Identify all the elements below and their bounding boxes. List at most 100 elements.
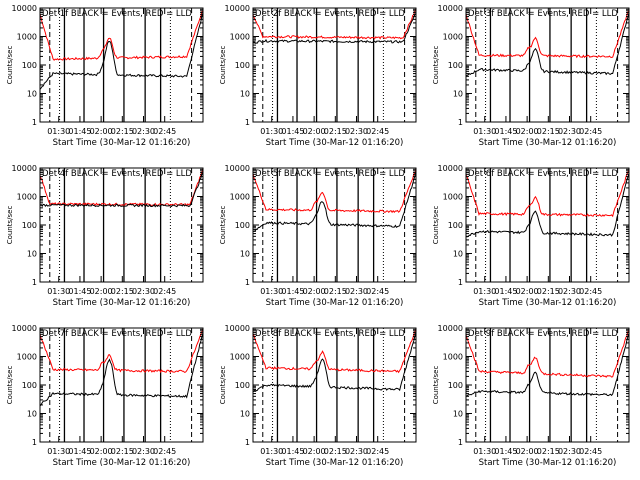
x-tick-label: 02:30	[558, 447, 581, 456]
x-tick-label: 02:30	[132, 127, 155, 136]
series-line-events	[252, 13, 417, 44]
series-line-events	[39, 172, 204, 208]
series-line-lld	[39, 9, 204, 61]
detector-panel-4f: 1 10 100 1000 10000 01:3001:4502:0002:1502:30…	[6, 164, 204, 308]
panel-title: Det 8f BLACK = Events, RED = LLD	[255, 329, 405, 339]
series-line-lld	[465, 169, 630, 218]
y-tick-label: 1000	[230, 193, 250, 202]
x-tick-label: 01:30	[260, 447, 283, 456]
y-tick-label: 100	[22, 221, 37, 230]
panel-title: Det 5f BLACK = Events, RED = LLD	[255, 169, 405, 179]
x-tick-label: 02:15	[324, 127, 347, 136]
y-tick-label: 1	[245, 118, 250, 127]
y-tick-label: 10	[240, 90, 250, 99]
x-tick-label: 02:45	[153, 127, 176, 136]
y-tick-label: 10000	[438, 4, 463, 13]
x-tick-label: 02:30	[132, 287, 155, 296]
panel-title: Det 2f BLACK = Events, RED = LLD	[255, 9, 405, 19]
y-axis-label: Counts/sec	[432, 366, 440, 405]
y-axis-label: Counts/sec	[6, 46, 14, 85]
panel-title: Det 1f BLACK = Events, RED = LLD	[42, 9, 192, 19]
series-line-events	[466, 172, 630, 238]
series-line-events	[252, 171, 417, 232]
x-tick-label: 02:15	[111, 127, 134, 136]
detector-panel-2f: 1 10 100 1000 10000 01:3001:4502:0002:1502:30…	[219, 4, 417, 148]
x-tick-label: 02:45	[366, 127, 389, 136]
series-line-lld	[39, 168, 204, 207]
panel-title: Det 3f BLACK = Events, RED = LLD	[468, 9, 618, 19]
x-tick-label: 02:15	[111, 287, 134, 296]
y-tick-label: 100	[448, 381, 463, 390]
series-line-events	[465, 333, 630, 397]
y-axis-label: Counts/sec	[219, 366, 227, 405]
y-tick-label: 1	[32, 118, 37, 127]
x-tick-label: 01:45	[494, 447, 517, 456]
panel-title: Det 9f BLACK = Events, RED = LLD	[468, 329, 618, 339]
x-tick-label: 02:45	[579, 127, 602, 136]
x-axis-label: Start Time (30-Mar-12 01:16:20)	[53, 298, 191, 308]
x-tick-label: 02:45	[366, 447, 389, 456]
x-tick-label: 02:00	[303, 287, 326, 296]
x-tick-label: 01:45	[494, 287, 517, 296]
y-axis-label: Counts/sec	[6, 206, 14, 245]
x-tick-label: 01:45	[494, 127, 517, 136]
x-tick-label: 02:30	[132, 447, 155, 456]
y-tick-label: 10	[27, 410, 37, 419]
y-tick-label: 1	[245, 278, 250, 287]
y-tick-label: 10	[453, 250, 463, 259]
detector-panel-6f: 1 10 100 1000 10000 01:3001:4502:0002:1502:30…	[432, 164, 630, 308]
x-tick-label: 02:00	[303, 127, 326, 136]
y-tick-label: 100	[235, 381, 250, 390]
series-line-events	[465, 12, 630, 76]
x-tick-label: 02:00	[90, 127, 113, 136]
y-tick-label: 10000	[225, 4, 250, 13]
y-tick-label: 100	[448, 221, 463, 230]
y-tick-label: 1000	[443, 33, 463, 42]
x-tick-label: 01:45	[281, 447, 304, 456]
x-tick-label: 02:45	[579, 447, 602, 456]
x-tick-label: 02:00	[516, 127, 539, 136]
x-axis-label: Start Time (30-Mar-12 01:16:20)	[266, 298, 404, 308]
x-tick-label: 01:30	[47, 127, 70, 136]
x-tick-label: 02:00	[90, 447, 113, 456]
x-tick-label: 02:45	[153, 287, 176, 296]
x-tick-label: 01:30	[47, 287, 70, 296]
x-tick-label: 02:00	[516, 447, 539, 456]
y-tick-label: 1000	[230, 33, 250, 42]
y-tick-label: 1	[458, 438, 463, 447]
y-tick-label: 100	[22, 61, 37, 70]
x-tick-label: 02:45	[153, 447, 176, 456]
x-tick-label: 02:30	[558, 287, 581, 296]
detector-panel-7f: 1 10 100 1000 10000 01:3001:4502:0002:1502:30…	[6, 324, 204, 468]
x-tick-label: 02:15	[537, 447, 560, 456]
y-axis-label: Counts/sec	[432, 206, 440, 245]
x-axis-label: Start Time (30-Mar-12 01:16:20)	[266, 138, 404, 148]
x-tick-label: 02:00	[516, 287, 539, 296]
y-tick-label: 10000	[12, 4, 37, 13]
x-tick-label: 02:30	[345, 447, 368, 456]
series-line-lld	[465, 329, 630, 378]
x-tick-label: 02:15	[324, 447, 347, 456]
x-tick-label: 01:30	[47, 447, 70, 456]
x-tick-label: 01:45	[68, 127, 91, 136]
y-tick-label: 10000	[225, 324, 250, 333]
x-tick-label: 02:15	[111, 447, 134, 456]
y-tick-label: 10000	[438, 164, 463, 173]
detector-panel-8f: 1 10 100 1000 10000 01:3001:4502:0002:1502:30…	[219, 324, 417, 468]
y-tick-label: 10000	[225, 164, 250, 173]
detector-panel-3f: 1 10 100 1000 10000 01:3001:4502:0002:1502:30…	[432, 4, 630, 148]
series-line-events	[39, 12, 204, 90]
x-tick-label: 02:15	[537, 287, 560, 296]
y-tick-label: 10	[27, 90, 37, 99]
y-tick-label: 10000	[12, 164, 37, 173]
x-tick-label: 02:45	[579, 287, 602, 296]
x-tick-label: 01:30	[473, 127, 496, 136]
x-tick-label: 02:30	[558, 127, 581, 136]
y-tick-label: 100	[22, 381, 37, 390]
detector-panel-1f: 1 10 100 1000 10000 01:3001:4502:0002:1502:30…	[6, 4, 204, 148]
x-tick-label: 01:45	[281, 287, 304, 296]
y-tick-label: 10	[240, 250, 250, 259]
x-tick-label: 02:30	[345, 287, 368, 296]
y-tick-label: 1000	[17, 353, 37, 362]
